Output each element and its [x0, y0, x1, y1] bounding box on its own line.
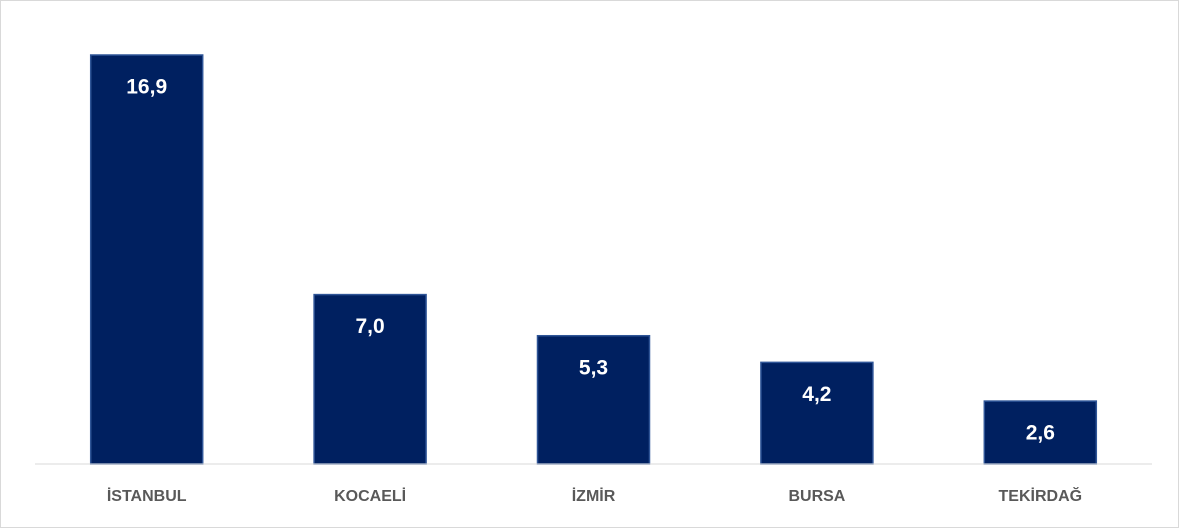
bar [89, 54, 204, 465]
x-tick-label: BURSA [788, 488, 845, 505]
bar [536, 334, 651, 465]
x-tick-label: İSTANBUL [107, 487, 187, 505]
bar [760, 361, 874, 465]
bar [983, 400, 1098, 465]
data-label: 16,9 [126, 76, 167, 99]
data-label: 7,0 [355, 315, 384, 338]
data-label: 2,6 [1026, 422, 1055, 445]
x-tick-label: KOCAELİ [334, 487, 406, 505]
bar [313, 293, 427, 465]
x-tick-label: TEKİRDAĞ [999, 486, 1083, 505]
data-label: 5,3 [579, 356, 608, 379]
data-label: 4,2 [802, 383, 831, 406]
x-tick-label: İZMİR [572, 487, 616, 505]
